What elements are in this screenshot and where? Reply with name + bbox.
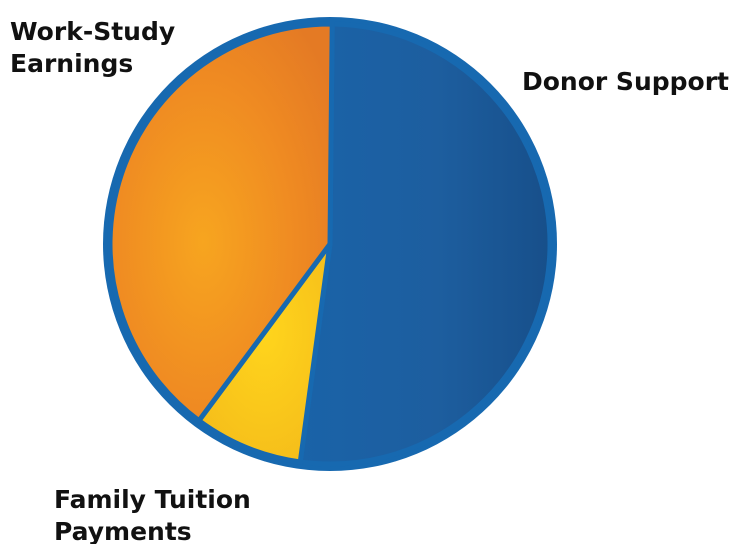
donor-support-label: Donor Support bbox=[522, 66, 729, 98]
donor-support-label-line-1: Donor Support bbox=[522, 67, 729, 96]
family-tuition-payments-label: Family Tuition Payments bbox=[54, 484, 251, 544]
pie-slice-work-study-earnings bbox=[107, 21, 335, 425]
work-study-earnings-label-line-2: Earnings bbox=[10, 49, 134, 78]
family-tuition-payments-label-line-2: Payments bbox=[54, 517, 192, 544]
work-study-earnings-label-line-1: Work-Study bbox=[10, 17, 176, 46]
pie-slice-donor-support bbox=[297, 21, 553, 467]
family-tuition-payments-label-line-1: Family Tuition bbox=[54, 485, 251, 514]
work-study-earnings-label: Work-Study Earnings bbox=[10, 16, 175, 80]
